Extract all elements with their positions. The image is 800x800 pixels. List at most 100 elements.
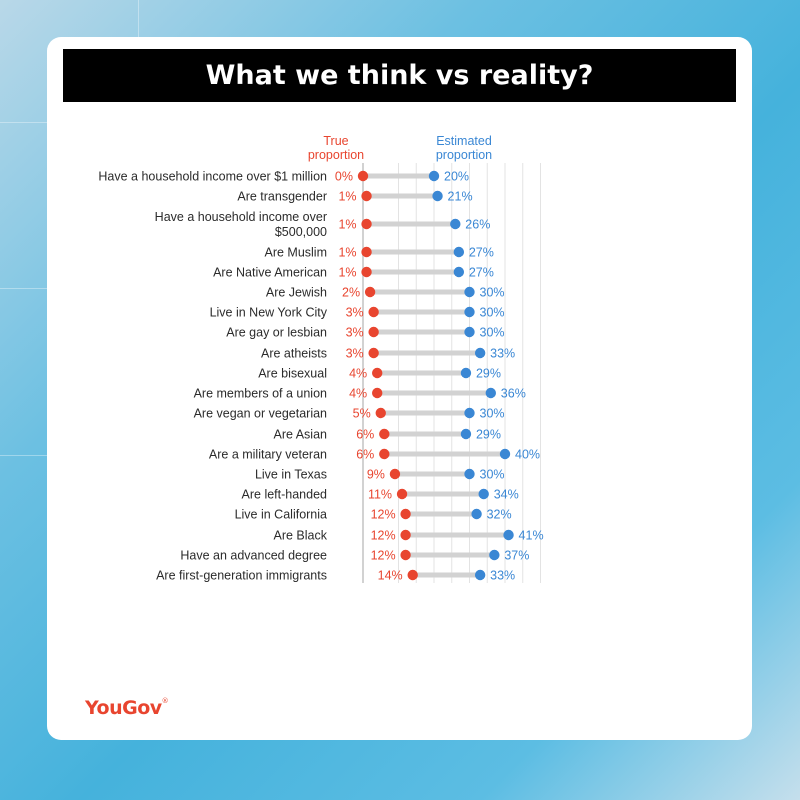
true-value-label: 3% xyxy=(346,306,364,320)
true-proportion-dot xyxy=(389,468,401,480)
estimated-proportion-dot xyxy=(464,306,475,318)
true-value-label: 1% xyxy=(338,246,356,260)
registered-mark: ® xyxy=(161,697,169,705)
estimated-proportion-dot xyxy=(428,170,440,182)
row-label: Are left-handed xyxy=(242,488,328,502)
estimated-proportion-dot xyxy=(503,529,514,541)
true-value-label: 2% xyxy=(342,286,360,300)
true-proportion-dot xyxy=(400,529,411,541)
true-proportion-dot xyxy=(368,347,379,359)
true-proportion-dot xyxy=(364,286,376,298)
true-proportion-dot xyxy=(357,170,369,182)
estimated-proportion-dot xyxy=(485,387,496,399)
estimated-value-label: 26% xyxy=(465,218,490,232)
row-label: Are Jewish xyxy=(266,286,327,300)
background-line xyxy=(0,288,47,289)
title-bar: What we think vs reality? xyxy=(63,49,736,102)
row-label: Are atheists xyxy=(261,347,327,361)
estimated-value-label: 30% xyxy=(480,286,505,300)
true-value-label: 1% xyxy=(338,266,356,280)
estimated-proportion-dot xyxy=(432,190,443,202)
estimated-proportion-dot xyxy=(489,549,500,561)
estimated-proportion-dot xyxy=(478,488,489,500)
estimated-proportion-dot xyxy=(453,266,465,278)
true-proportion-dot xyxy=(368,326,379,338)
row-label: Are transgender xyxy=(237,190,327,204)
true-value-label: 12% xyxy=(371,508,396,522)
estimated-proportion-dot xyxy=(460,367,472,379)
estimated-proportion-dot xyxy=(460,428,472,440)
true-proportion-dot xyxy=(407,569,418,581)
row-label: Are Muslim xyxy=(264,246,327,260)
row-label: Are first-generation immigrants xyxy=(156,569,327,583)
true-proportion-dot xyxy=(372,387,383,399)
row-label: Are bisexual xyxy=(258,367,327,381)
estimated-value-label: 34% xyxy=(494,488,519,502)
true-value-label: 14% xyxy=(378,569,403,583)
estimated-value-label: 27% xyxy=(469,246,494,260)
row-label: Are gay or lesbian xyxy=(226,326,327,340)
estimated-proportion-dot xyxy=(474,569,486,581)
row-label: Have an advanced degree xyxy=(180,549,327,563)
true-value-label: 3% xyxy=(346,347,364,361)
true-value-label: 1% xyxy=(338,218,356,232)
legend-true-text: proportion xyxy=(308,148,364,162)
estimated-value-label: 40% xyxy=(515,448,540,462)
estimated-value-label: 30% xyxy=(480,407,505,421)
true-proportion-dot xyxy=(375,407,386,419)
background-line xyxy=(0,455,47,456)
true-value-label: 4% xyxy=(349,387,367,401)
estimated-value-label: 36% xyxy=(501,387,526,401)
legend-true-text: True xyxy=(323,134,348,148)
infographic-card: What we think vs reality? True proportion… xyxy=(47,37,752,740)
true-proportion-dot xyxy=(361,266,372,278)
estimated-value-label: 30% xyxy=(480,468,505,482)
row-label: Live in California xyxy=(235,508,327,522)
true-proportion-dot xyxy=(379,428,390,440)
row-label: Have a household income over $1 million xyxy=(98,170,327,184)
true-value-label: 12% xyxy=(371,549,396,563)
estimated-proportion-dot xyxy=(474,347,486,359)
estimated-value-label: 37% xyxy=(504,549,529,563)
true-value-label: 6% xyxy=(356,448,374,462)
true-value-label: 4% xyxy=(349,367,367,381)
estimated-proportion-dot xyxy=(464,407,475,419)
legend-estimated-text: proportion xyxy=(436,148,492,162)
estimated-value-label: 21% xyxy=(448,190,473,204)
chart-title: What we think vs reality? xyxy=(205,60,594,91)
estimated-proportion-dot xyxy=(471,508,482,520)
true-value-label: 1% xyxy=(338,190,356,204)
row-label: Are Native American xyxy=(213,266,327,280)
estimated-proportion-dot xyxy=(453,246,465,258)
true-value-label: 5% xyxy=(353,407,371,421)
row-label: $500,000 xyxy=(275,225,327,239)
true-proportion-dot xyxy=(396,488,408,500)
true-proportion-dot xyxy=(361,246,372,258)
estimated-value-label: 33% xyxy=(490,347,515,361)
true-proportion-dot xyxy=(361,218,372,230)
estimated-proportion-dot xyxy=(464,468,475,480)
row-label: Are members of a union xyxy=(194,387,327,401)
estimated-proportion-dot xyxy=(499,448,511,460)
estimated-value-label: 30% xyxy=(480,326,505,340)
true-value-label: 6% xyxy=(356,428,374,442)
row-label: Are Black xyxy=(274,529,328,543)
true-value-label: 9% xyxy=(367,468,385,482)
row-label: Are a military veteran xyxy=(209,448,327,462)
true-value-label: 0% xyxy=(335,170,353,184)
estimated-proportion-dot xyxy=(450,218,461,230)
estimated-value-label: 20% xyxy=(444,170,469,184)
estimated-proportion-dot xyxy=(464,326,475,338)
background-line xyxy=(0,122,47,123)
logo-text: YouGov xyxy=(85,697,162,719)
true-value-label: 11% xyxy=(368,488,392,502)
true-proportion-dot xyxy=(400,508,411,520)
estimated-value-label: 27% xyxy=(469,266,494,280)
true-proportion-dot xyxy=(379,448,390,460)
true-value-label: 3% xyxy=(346,326,364,340)
estimated-value-label: 29% xyxy=(476,428,501,442)
estimated-value-label: 41% xyxy=(519,529,544,543)
true-proportion-dot xyxy=(372,367,383,379)
estimated-value-label: 32% xyxy=(487,508,512,522)
